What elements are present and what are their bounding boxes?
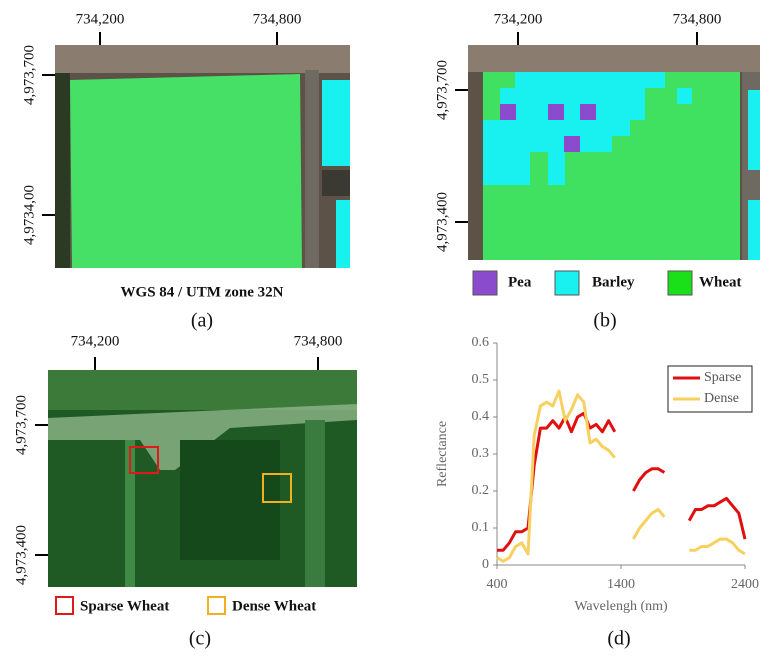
map-strip	[468, 45, 760, 72]
y-tick-label: 4,973,400	[13, 525, 29, 585]
image-patch	[180, 440, 280, 560]
y-tick-label: 4,973,700	[434, 60, 450, 120]
panel-label: (a)	[191, 310, 213, 332]
barley-cells	[483, 120, 630, 136]
barley-cells	[677, 88, 692, 104]
y-tick-label: 0.6	[472, 335, 490, 350]
y-tick-label: 0.2	[472, 483, 490, 498]
panel-d: Reflectance Wavelengh (nm) 0 0.1 0.2 0.3 0.4…	[435, 335, 759, 614]
y-tick-label: 0.5	[472, 372, 490, 387]
x-tick-label: 400	[487, 577, 508, 592]
legend-label: Dense	[704, 391, 739, 406]
legend-swatch	[56, 597, 73, 614]
legend-label: Pea	[508, 274, 532, 290]
map-edge	[55, 73, 70, 268]
legend-swatch	[208, 597, 225, 614]
y-tick-label: 4,973,400	[434, 192, 450, 252]
y-tick-label: 4,9734,00	[21, 185, 37, 245]
pea-cell	[564, 136, 580, 152]
pea-cell	[548, 104, 564, 120]
x-tick-label: 1400	[607, 577, 635, 592]
legend-swatch	[555, 271, 579, 295]
barley-field	[336, 200, 350, 268]
x-tick-label: 2400	[731, 577, 759, 592]
figure: 734,200 734,800 4,973,700 4,9734,00 WGS …	[0, 0, 760, 656]
x-tick-label: 734,200	[494, 11, 543, 27]
x-tick-label: 734,800	[294, 333, 343, 349]
panel-c: 734,200 734,800 4,973,700 4,973,400 Spar…	[13, 333, 357, 649]
barley-cells	[548, 152, 565, 185]
y-tick-label: 4,973,700	[21, 45, 37, 105]
panel-label: (d)	[607, 628, 630, 650]
x-tick-label: 734,800	[253, 11, 302, 27]
barley-field	[322, 80, 350, 166]
panel-label: (b)	[593, 310, 616, 332]
barley-cells	[483, 136, 612, 152]
barley-field	[748, 200, 760, 260]
map-road	[305, 70, 319, 268]
barley-cells	[515, 72, 665, 88]
image-road	[305, 420, 325, 587]
panel-b: 734,200 734,800 4,973,700 4,973,400 Pea …	[434, 11, 760, 331]
legend-swatch	[668, 271, 692, 295]
barley-cells	[483, 152, 530, 185]
caption: WGS 84 / UTM zone 32N	[121, 284, 284, 300]
y-axis-label: Reflectance	[435, 421, 450, 487]
wheat-field	[70, 74, 302, 268]
legend-label: Barley	[592, 274, 635, 290]
map-strip	[55, 45, 350, 73]
pea-cell	[580, 104, 596, 120]
legend-swatch	[473, 271, 497, 295]
y-tick-label: 0.4	[472, 409, 490, 424]
panel-label: (c)	[189, 628, 211, 650]
legend-label: Sparse	[704, 370, 741, 385]
x-tick-label: 734,800	[673, 11, 722, 27]
y-tick-label: 4,973,700	[13, 395, 29, 455]
panel-a: 734,200 734,800 4,973,700 4,9734,00 WGS …	[21, 11, 350, 331]
x-tick-label: 734,200	[76, 11, 125, 27]
y-tick-label: 0.3	[472, 446, 490, 461]
legend-label: Wheat	[699, 274, 742, 290]
x-tick-label: 734,200	[71, 333, 120, 349]
legend-label: Dense Wheat	[232, 598, 316, 614]
map-strip	[322, 170, 350, 196]
y-tick-label: 0	[482, 557, 489, 572]
pea-cell	[500, 104, 516, 120]
legend-label: Sparse Wheat	[80, 598, 169, 614]
image-band	[48, 370, 357, 410]
barley-field	[748, 90, 760, 170]
x-axis-label: Wavelengh (nm)	[574, 599, 668, 614]
y-tick-label: 0.1	[472, 520, 490, 535]
barley-cells	[500, 88, 645, 120]
